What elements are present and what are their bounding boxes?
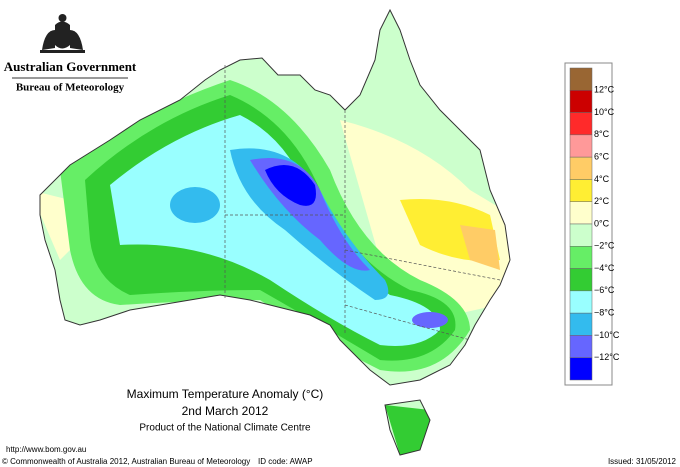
legend-swatch (569, 357, 593, 381)
legend-swatch (569, 156, 593, 180)
legend-label: 0°C (594, 218, 610, 228)
legend-label: 10°C (594, 107, 615, 117)
coastline (39, 8, 511, 456)
legend-swatch (569, 112, 593, 136)
legend-swatch (569, 268, 593, 292)
legend-label: 12°C (594, 85, 615, 95)
legend-swatch (569, 67, 593, 91)
map-date: 2nd March 2012 (182, 404, 269, 418)
legend-swatch (569, 201, 593, 225)
legend-label: −2°C (594, 241, 615, 251)
legend-label: 2°C (594, 196, 610, 206)
agency: Bureau of Meteorology (16, 82, 125, 94)
map-title: Maximum Temperature Anomaly (°C) (127, 387, 324, 401)
state-borders (224, 65, 501, 341)
legend: 12°C 10°C 8°C 6°C 4°C 2°C 0°C −2°C −4°C −6°C −8°C −… (564, 62, 620, 386)
coat-of-arms (40, 14, 85, 53)
legend-label: −4°C (594, 263, 615, 273)
legend-swatch (569, 312, 593, 336)
legend-swatch (569, 223, 593, 247)
legend-label: −12°C (594, 352, 620, 362)
legend-swatch (569, 90, 593, 113)
legend-swatch (569, 134, 593, 158)
legend-label: −8°C (594, 308, 615, 318)
map-product: Product of the National Climate Centre (139, 423, 311, 434)
copyright: © Commonwealth of Australia 2012, Austra… (2, 457, 250, 466)
legend-swatch (569, 179, 593, 202)
url: http://www.bom.gov.au (6, 445, 86, 454)
legend-label: −10°C (594, 330, 620, 340)
legend-swatch (569, 290, 593, 314)
legend-swatch (569, 335, 593, 358)
id-code: ID code: AWAP (258, 457, 313, 466)
legend-label: 6°C (594, 152, 610, 162)
government: Australian Government (4, 59, 137, 74)
legend-label: 4°C (594, 174, 610, 184)
legend-label: −6°C (594, 285, 615, 295)
legend-swatch (569, 246, 593, 269)
legend-label: 8°C (594, 129, 610, 139)
issued: Issued: 31/05/2012 (608, 457, 677, 466)
